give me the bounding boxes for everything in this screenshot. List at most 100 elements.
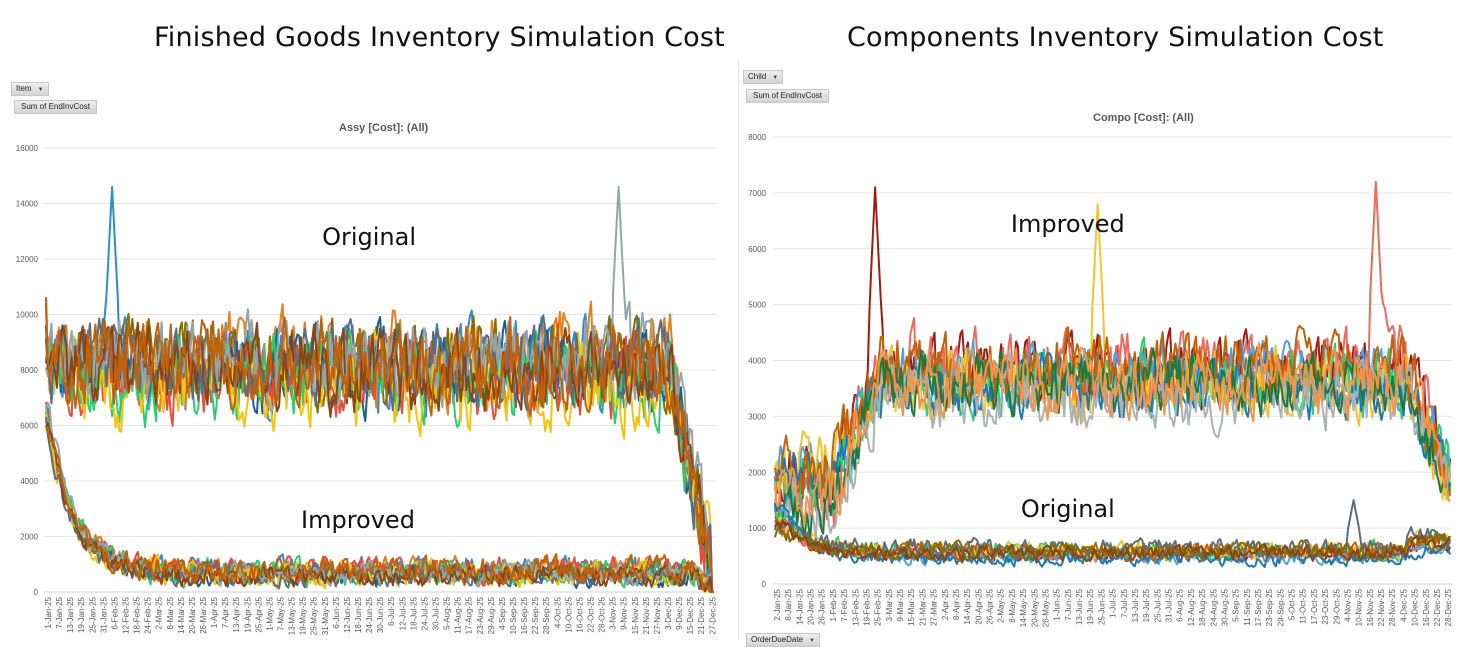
x-tick-label: 19-Apr-25 — [243, 596, 252, 632]
x-tick-label: 24-Jun-25 — [365, 596, 374, 633]
y-tick-label: 12000 — [16, 255, 39, 264]
x-tick-label: 18-Jun-25 — [354, 596, 363, 633]
x-tick-label: 25-May-25 — [310, 596, 319, 635]
annotation-improved: Improved — [1011, 210, 1125, 238]
x-tick-label: 21-Mar-25 — [918, 588, 927, 625]
x-tick-label: 5-Oct-25 — [1288, 588, 1297, 620]
x-tick-label: 31-May-25 — [321, 596, 330, 635]
x-tick-label: 4-Sep-25 — [498, 596, 507, 629]
x-tick-label: 6-Jul-25 — [387, 596, 396, 625]
series-line-improved-7 — [774, 324, 1451, 498]
series-line-improved-11 — [45, 426, 714, 593]
x-tick-label: 20-Jan-25 — [807, 588, 816, 625]
left-chart-subtitle: Assy [Cost]: (All) — [339, 122, 429, 134]
annotation-original: Original — [322, 223, 416, 251]
x-tick-label: 7-Jan-25 — [55, 596, 64, 628]
x-tick-label: 9-Mar-25 — [896, 588, 905, 621]
x-tick-label: 30-Jul-25 — [431, 596, 440, 630]
x-tick-label: 10-Sep-25 — [509, 596, 518, 634]
x-tick-label: 1-Jul-25 — [1109, 588, 1118, 617]
x-tick-label: 17-Sep-25 — [1254, 588, 1263, 626]
child-filter-button[interactable]: Child ▼ — [743, 70, 784, 84]
x-tick-label: 26-Jan-25 — [818, 588, 827, 625]
x-tick-label: 23-Aug-25 — [476, 596, 485, 634]
x-tick-label: 8-Jan-25 — [784, 588, 793, 620]
x-tick-label: 26-Apr-25 — [986, 588, 995, 624]
x-tick-label: 27-Dec-25 — [708, 596, 717, 634]
x-tick-label: 7-Apr-25 — [221, 596, 230, 628]
x-tick-label: 1-Feb-25 — [829, 588, 838, 621]
y-tick-label: 7000 — [748, 189, 766, 198]
x-tick-label: 12-Feb-25 — [121, 596, 130, 633]
x-tick-label: 13-Jan-25 — [66, 596, 75, 633]
x-tick-label: 11-Sep-25 — [1243, 588, 1252, 625]
x-tick-label: 7-May-25 — [276, 596, 285, 630]
x-tick-label: 25-Jul-25 — [1153, 588, 1162, 622]
series-line-improved-10 — [45, 422, 714, 593]
x-tick-label: 2-Mar-25 — [155, 596, 164, 629]
x-tick-label: 25-Feb-25 — [874, 588, 883, 625]
x-tick-label: 28-Sep-25 — [542, 596, 551, 634]
x-tick-label: 24-Feb-25 — [144, 596, 153, 633]
x-tick-label: 2-Apr-25 — [941, 588, 950, 620]
right-value-field-button[interactable]: Sum of EndInvCost — [746, 89, 829, 103]
x-tick-label: 10-Dec-25 — [1411, 588, 1420, 626]
x-tick-label: 12-Jul-25 — [398, 596, 407, 630]
y-tick-label: 0 — [34, 588, 39, 597]
x-tick-label: 8-Apr-25 — [952, 588, 961, 620]
x-tick-label: 4-Oct-25 — [553, 596, 562, 628]
y-tick-label: 10000 — [16, 311, 39, 320]
x-tick-label: 29-Sep-25 — [1276, 588, 1285, 626]
right-chart-subtitle: Compo [Cost]: (All) — [1093, 112, 1194, 124]
x-tick-label: 30-Jun-25 — [376, 596, 385, 633]
x-tick-label: 4-Nov-25 — [1343, 588, 1352, 621]
x-tick-label: 16-Nov-25 — [1366, 588, 1375, 626]
series-line-improved-10 — [774, 341, 1451, 525]
x-tick-label: 14-May-25 — [1019, 588, 1028, 627]
y-tick-label: 4000 — [20, 477, 38, 486]
x-tick-label: 14-Mar-25 — [177, 596, 186, 633]
y-tick-label: 3000 — [748, 412, 766, 421]
item-filter-button[interactable]: Item ▼ — [11, 82, 49, 96]
x-tick-label: 5-Sep-25 — [1232, 588, 1241, 621]
x-tick-label: 7-Jun-25 — [1064, 588, 1073, 620]
dropdown-arrow-icon: ▼ — [772, 75, 779, 81]
x-tick-label: 15-Dec-25 — [686, 596, 695, 634]
right-chart-heading: Components Inventory Simulation Cost — [847, 22, 1384, 53]
x-tick-label: 9-Nov-25 — [620, 596, 629, 629]
x-tick-label: 19-Feb-25 — [862, 588, 871, 625]
x-tick-label: 28-Oct-25 — [598, 596, 607, 632]
x-tick-label: 6-Feb-25 — [110, 596, 119, 629]
x-tick-label: 28-Dec-25 — [1444, 588, 1453, 626]
x-tick-label: 13-May-25 — [288, 596, 297, 635]
left-chart-heading: Finished Goods Inventory Simulation Cost — [154, 22, 725, 53]
x-tick-label: 12-Jun-25 — [343, 596, 352, 633]
x-tick-label: 29-Oct-25 — [1332, 588, 1341, 624]
y-tick-label: 1000 — [748, 524, 766, 533]
x-tick-label: 8-May-25 — [1008, 588, 1017, 622]
x-tick-label: 20-May-25 — [1030, 588, 1039, 627]
x-tick-label: 17-Aug-25 — [465, 596, 474, 634]
x-tick-label: 31-Jan-25 — [99, 596, 108, 633]
left-value-field-button[interactable]: Sum of EndInvCost — [14, 100, 97, 114]
x-tick-label: 16-Oct-25 — [575, 596, 584, 632]
x-tick-label: 19-Jun-25 — [1086, 588, 1095, 625]
x-tick-label: 19-May-25 — [299, 596, 308, 635]
item-filter-label: Item — [16, 84, 32, 93]
x-tick-label: 23-Sep-25 — [1265, 588, 1274, 626]
x-tick-label: 26-Mar-25 — [199, 596, 208, 633]
x-tick-label: 3-Nov-25 — [609, 596, 618, 629]
x-tick-label: 25-Jan-25 — [88, 596, 97, 633]
x-tick-label: 22-Nov-25 — [1377, 588, 1386, 626]
x-tick-label: 13-Feb-25 — [851, 588, 860, 625]
x-tick-label: 26-May-25 — [1041, 588, 1050, 627]
x-tick-label: 22-Sep-25 — [531, 596, 540, 634]
x-tick-label: 11-Oct-25 — [1299, 588, 1308, 624]
y-tick-label: 4000 — [748, 357, 766, 366]
x-tick-label: 15-Nov-25 — [631, 596, 640, 634]
series-line-original-11 — [45, 297, 714, 593]
child-filter-label: Child — [748, 72, 767, 81]
x-tick-label: 23-Oct-25 — [1321, 588, 1330, 624]
